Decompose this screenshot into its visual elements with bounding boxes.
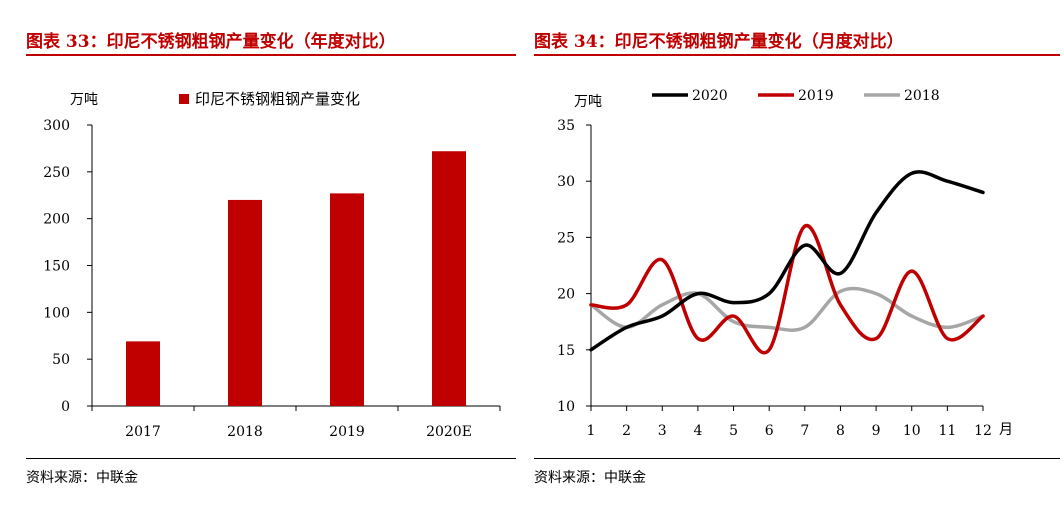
x-tick-label: 2017 [125,424,161,440]
y-tick-label: 100 [43,305,70,321]
y-tick-label: 0 [61,399,70,415]
source-note: 资料来源：中联金 [26,470,138,486]
footer-rule [534,458,1060,459]
x-tick-label: 2020E [426,424,472,440]
y-tick-label: 10 [557,399,575,415]
legend-label: 2020 [692,88,728,104]
x-tick-label: 9 [872,423,881,439]
y-tick-label: 15 [557,343,575,359]
x-tick-label: 8 [836,423,845,439]
x-tick-label: 3 [658,423,667,439]
x-tick-label: 2 [622,423,631,439]
y-tick-label: 30 [557,174,575,190]
x-tick-label: 2018 [227,424,263,440]
x-tick-label: 5 [729,423,738,439]
legend-swatch [179,94,189,104]
y-tick-label: 300 [43,118,70,134]
x-tick-label: 7 [800,423,809,439]
x-tick-label: 11 [938,423,956,439]
legend-label: 2019 [798,88,834,104]
x-axis-label: 月 [999,422,1013,438]
y-axis-label: 万吨 [70,92,98,108]
series-line-2019 [589,224,985,355]
legend-label: 2018 [904,88,940,104]
bar [228,199,262,406]
bar [432,151,466,406]
chart-title-annual: 图表 33：印尼不锈钢粗钢产量变化（年度对比） [26,32,396,52]
series-line-2020 [589,170,985,352]
footer-rule [26,458,516,459]
title-rule [26,54,516,56]
y-tick-label: 150 [43,259,70,275]
x-tick-label: 1 [587,423,596,439]
y-axis-label: 万吨 [574,94,602,110]
y-tick-label: 50 [52,352,70,368]
x-tick-label: 2019 [329,424,365,440]
x-tick-label: 4 [693,423,702,439]
title-rule [534,54,1060,56]
bar [330,193,364,406]
y-tick-label: 20 [557,287,575,303]
y-tick-label: 200 [43,212,70,228]
x-tick-label: 10 [903,423,921,439]
x-tick-label: 12 [974,423,992,439]
source-note: 资料来源：中联金 [534,470,646,486]
y-tick-label: 35 [557,118,575,134]
chart-title-monthly: 图表 34：印尼不锈钢粗钢产量变化（月度对比） [534,32,904,52]
y-tick-label: 25 [557,230,575,246]
bar [126,341,160,406]
legend-label: 印尼不锈钢粗钢产量变化 [195,90,360,108]
x-tick-label: 6 [765,423,774,439]
panel-monthly: 图表 34：印尼不锈钢粗钢产量变化（月度对比） 10 15 20 25 30 35 万吨 1 2… [528,0,1064,514]
y-tick-label: 250 [43,165,70,181]
series-line-2018 [589,286,985,332]
panel-annual: 图表 33：印尼不锈钢粗钢产量变化（年度对比） 0 50 100 150 200 250 3… [0,0,516,514]
